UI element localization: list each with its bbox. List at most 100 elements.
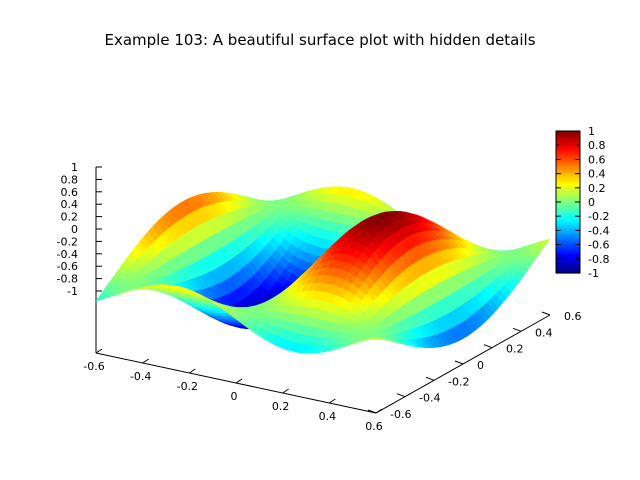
surface-group [95, 186, 551, 354]
y-tick-mark [454, 360, 464, 365]
chart-title: Example 103: A beautiful surface plot wi… [104, 31, 535, 49]
y-tick-mark [425, 376, 435, 381]
x-tick-mark [282, 388, 289, 394]
colorbar-band [556, 194, 580, 198]
colorbar-band [556, 235, 580, 239]
colorbar-band [556, 154, 580, 158]
z-tick-label: 0.8 [61, 173, 79, 186]
z-tick-label: -0.2 [57, 235, 78, 248]
colorbar-band [556, 180, 580, 184]
colorbar-band [556, 138, 580, 142]
colorbar-tick-label: -1 [588, 267, 599, 280]
y-tick-label: 0 [477, 359, 484, 372]
colorbar-band [556, 251, 580, 255]
colorbar-band [556, 232, 580, 236]
z-tick-label: 0.6 [61, 186, 79, 199]
colorbar-tick-label: 0.2 [588, 182, 606, 195]
colorbar-band [556, 218, 580, 222]
z-tick-label: -0.6 [57, 260, 78, 273]
colorbar-tick-label: -0.4 [588, 224, 609, 237]
colorbar-band [556, 202, 580, 205]
colorbar-band [556, 135, 580, 139]
colorbar-band [556, 239, 580, 243]
colorbar-band [556, 270, 580, 274]
y-tick-mark [396, 393, 406, 398]
z-tick-label: 0 [71, 223, 78, 236]
x-tick-label: -0.4 [130, 370, 151, 383]
colorbar-tick-label: 0.6 [588, 153, 606, 166]
colorbar-band [556, 237, 580, 241]
axes-group: -0.6-0.4-0.200.20.40.6-0.6-0.4-0.200.20.… [57, 161, 582, 433]
x-tick-mark [95, 348, 103, 354]
colorbar-band [556, 175, 580, 179]
colorbar-band [556, 199, 580, 203]
colorbar-tick-label: 0.4 [588, 168, 606, 181]
colorbar-tick-label: -0.6 [588, 239, 609, 252]
z-tick-label: -0.4 [57, 248, 78, 261]
colorbar-band [556, 157, 580, 160]
x-tick-label: -0.2 [177, 380, 198, 393]
colorbar-band [556, 133, 580, 137]
colorbar-band [556, 263, 580, 267]
colorbar-band [556, 142, 580, 146]
colorbar-band [556, 216, 580, 220]
colorbar-band [556, 173, 580, 177]
colorbar-band [556, 213, 580, 217]
colorbar-band [556, 161, 580, 165]
colorbar-band [556, 254, 580, 258]
x-tick-mark [375, 408, 383, 414]
colorbar-band [556, 249, 580, 253]
z-tick-label: 0.4 [61, 198, 79, 211]
colorbar-tick-label: -0.8 [588, 253, 609, 266]
colorbar-band [556, 164, 580, 168]
colorbar-band [556, 228, 580, 231]
colorbar-band [556, 265, 580, 269]
colorbar-band [556, 185, 580, 189]
colorbar-tick-label: 0 [588, 196, 595, 209]
x-tick-label: 0.6 [365, 420, 383, 433]
y-tick-mark [483, 344, 493, 349]
colorbar-band [556, 258, 580, 262]
colorbar-band [556, 178, 580, 182]
y-tick-label: -0.4 [419, 392, 440, 405]
colorbar-band [556, 261, 580, 265]
z-tick-label: -0.8 [57, 273, 78, 286]
y-tick-label: -0.2 [448, 375, 469, 388]
x-tick-mark [189, 368, 196, 374]
z-tick-label: 0.2 [61, 211, 79, 224]
colorbar-band [556, 159, 580, 163]
colorbar-band [556, 168, 580, 172]
colorbar-band [556, 149, 580, 153]
colorbar-band [556, 147, 580, 151]
x-tick-mark [142, 358, 149, 364]
y-tick-mark [541, 311, 551, 316]
colorbar-band [556, 220, 580, 224]
y-tick-label: 0.6 [564, 310, 582, 323]
colorbar-band [556, 230, 580, 234]
y-tick-label: 0.2 [506, 343, 524, 356]
x-tick-mark [235, 378, 243, 384]
colorbar-band [556, 244, 580, 248]
colorbar-band [556, 268, 580, 272]
colorbar-band [556, 209, 580, 213]
z-tick-label: 1 [71, 161, 78, 174]
y-tick-mark [512, 327, 522, 332]
colorbar-tick-label: -0.2 [588, 210, 609, 223]
x-tick-mark [329, 398, 336, 404]
colorbar-band [556, 246, 580, 250]
colorbar-band [556, 192, 580, 196]
colorbar-band [556, 131, 580, 134]
colorbar-band [556, 171, 580, 175]
y-tick-label: 0.4 [535, 326, 553, 339]
x-tick-label: 0 [231, 390, 238, 403]
y-tick-mark [367, 409, 377, 414]
colorbar-band [556, 187, 580, 191]
y-tick-label: -0.6 [390, 408, 411, 421]
surface-patch [368, 336, 381, 340]
x-tick-label: 0.4 [319, 410, 337, 423]
x-tick-label: -0.6 [83, 360, 104, 373]
colorbar-band [556, 211, 580, 215]
colorbar-band [556, 152, 580, 156]
colorbar-band [556, 145, 580, 149]
